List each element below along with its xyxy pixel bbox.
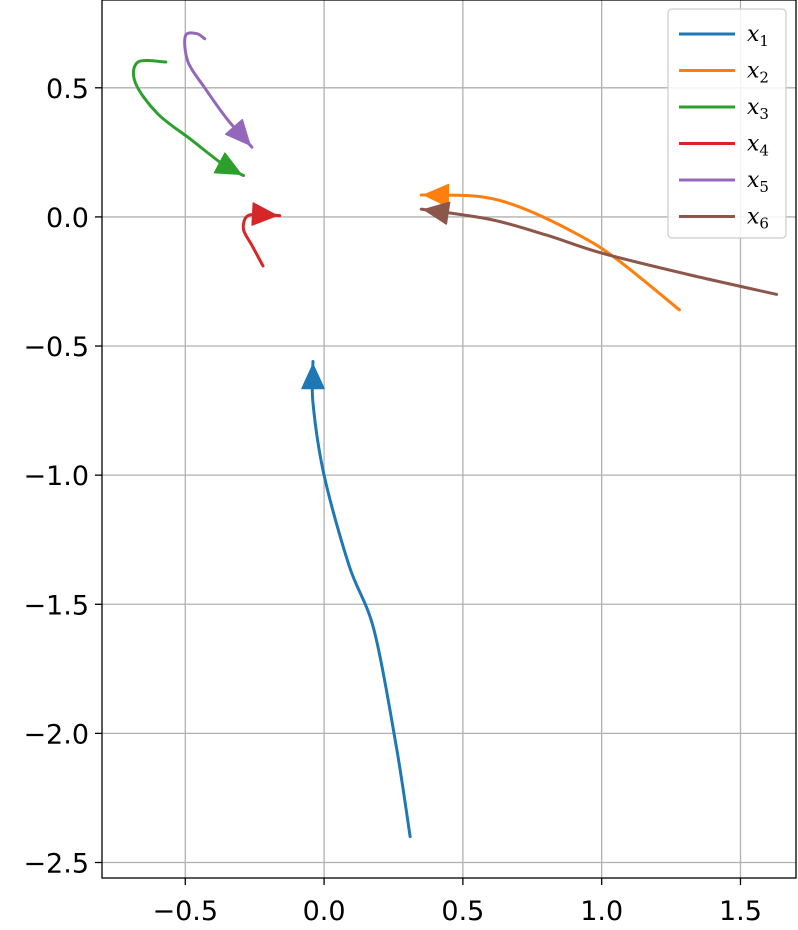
plot-area-frame	[101, 0, 797, 879]
y-tick-label: −2.0	[23, 719, 89, 750]
y-tick-label: 0.5	[46, 74, 89, 105]
series-x4-arrowhead	[251, 202, 278, 226]
legend-label: x1	[747, 22, 769, 50]
x-tick-label: 1.5	[719, 896, 762, 927]
y-tick-label: 0.0	[46, 203, 89, 234]
series-x2-arrowhead	[423, 183, 450, 208]
legend-label: x5	[747, 168, 769, 196]
x-tick-label: −0.5	[152, 896, 218, 927]
axis-ticks: −0.5 0.0 0.5 1.0 1.5 0.5 0.0 −0.5 −1.0 −1.5 −2.0 −2…	[23, 74, 762, 927]
series-x2-line	[419, 193, 681, 312]
x-tick-label: 0.0	[303, 896, 346, 927]
series-lines	[131, 31, 779, 839]
series-x6-arrowhead	[423, 201, 451, 225]
series-x1-arrowhead	[301, 363, 325, 390]
legend-label: x2	[747, 59, 769, 87]
y-tick-label: −1.0	[23, 461, 89, 492]
legend: x1 x2 x3 x4 x5 x6	[667, 8, 787, 239]
x-tick-label: 0.5	[441, 896, 484, 927]
y-tick-label: −0.5	[23, 332, 89, 363]
series-x5-line	[183, 31, 254, 149]
legend-label: x6	[747, 205, 769, 233]
legend-label: x3	[747, 95, 769, 123]
x-tick-label: 1.0	[580, 896, 623, 927]
series-x6-line	[419, 207, 779, 296]
series-x1-line	[310, 360, 412, 839]
series-x5-arrowhead	[225, 118, 251, 146]
legend-label: x4	[747, 132, 769, 160]
y-tick-label: −2.5	[23, 849, 89, 880]
grid	[102, 0, 796, 878]
y-tick-label: −1.5	[23, 590, 89, 621]
series-x3-arrowhead	[213, 152, 242, 175]
